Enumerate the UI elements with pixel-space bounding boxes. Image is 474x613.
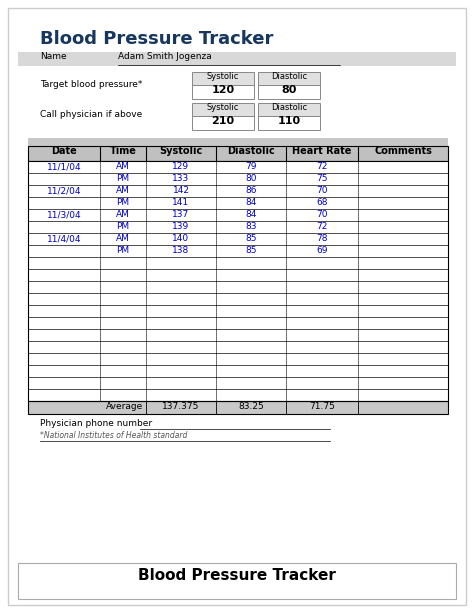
Bar <box>28 401 448 414</box>
Bar <box>28 305 448 317</box>
Text: 80: 80 <box>281 85 297 95</box>
Text: 70: 70 <box>316 210 328 219</box>
Text: PM: PM <box>117 198 129 207</box>
Text: AM: AM <box>116 162 130 171</box>
Text: Adam Smith Jogenza: Adam Smith Jogenza <box>118 52 212 61</box>
Text: 70: 70 <box>316 186 328 195</box>
Bar <box>258 85 320 99</box>
Bar <box>28 353 448 365</box>
Bar <box>28 329 448 341</box>
Text: 141: 141 <box>173 198 190 207</box>
Bar <box>28 365 448 377</box>
Text: 11/1/04: 11/1/04 <box>46 162 82 171</box>
Text: AM: AM <box>116 186 130 195</box>
Text: 83.25: 83.25 <box>238 402 264 411</box>
Text: Date: Date <box>51 146 77 156</box>
Text: Systolic: Systolic <box>207 72 239 81</box>
Text: Average: Average <box>106 402 143 411</box>
Text: *National Institutes of Health standard: *National Institutes of Health standard <box>40 431 187 440</box>
Bar <box>28 185 448 197</box>
Text: 210: 210 <box>211 116 235 126</box>
Bar <box>192 103 254 116</box>
Bar <box>18 52 456 66</box>
Text: 11/3/04: 11/3/04 <box>46 210 82 219</box>
Text: Diastolic: Diastolic <box>271 72 307 81</box>
Text: 120: 120 <box>211 85 235 95</box>
Text: PM: PM <box>117 222 129 231</box>
Bar <box>28 317 448 329</box>
Text: Comments: Comments <box>374 146 432 156</box>
Bar <box>28 341 448 353</box>
Text: Blood Pressure Tracker: Blood Pressure Tracker <box>138 568 336 583</box>
Text: 129: 129 <box>173 162 190 171</box>
Bar <box>192 116 254 130</box>
Bar <box>258 72 320 85</box>
Text: 85: 85 <box>245 234 257 243</box>
Text: 86: 86 <box>245 186 257 195</box>
Bar <box>28 197 448 209</box>
Text: Diastolic: Diastolic <box>271 103 307 112</box>
Bar <box>28 233 448 245</box>
Bar <box>28 161 448 401</box>
Bar <box>192 85 254 99</box>
Bar <box>28 221 448 233</box>
Text: PM: PM <box>117 246 129 255</box>
Text: Target blood pressure*: Target blood pressure* <box>40 80 142 89</box>
Text: 142: 142 <box>173 186 190 195</box>
Text: Call physician if above: Call physician if above <box>40 110 142 119</box>
Bar <box>258 116 320 130</box>
Text: 138: 138 <box>173 246 190 255</box>
Bar <box>28 138 448 146</box>
Text: 11/2/04: 11/2/04 <box>47 186 81 195</box>
Bar <box>28 173 448 185</box>
Text: PM: PM <box>117 174 129 183</box>
Text: 79: 79 <box>245 162 257 171</box>
Bar <box>28 293 448 305</box>
Bar <box>28 146 448 161</box>
Text: 75: 75 <box>316 174 328 183</box>
Bar <box>28 245 448 257</box>
Text: 71.75: 71.75 <box>309 402 335 411</box>
Text: Blood Pressure Tracker: Blood Pressure Tracker <box>40 30 273 48</box>
Text: 83: 83 <box>245 222 257 231</box>
Text: 72: 72 <box>316 162 328 171</box>
Text: Diastolic: Diastolic <box>227 146 275 156</box>
Text: 133: 133 <box>173 174 190 183</box>
Text: 84: 84 <box>246 198 257 207</box>
Text: Time: Time <box>109 146 137 156</box>
Text: Name: Name <box>40 52 67 61</box>
Bar <box>28 389 448 401</box>
Text: 80: 80 <box>245 174 257 183</box>
Bar <box>258 103 320 116</box>
Text: Heart Rate: Heart Rate <box>292 146 352 156</box>
Text: Systolic: Systolic <box>159 146 202 156</box>
Bar <box>18 563 456 599</box>
Text: AM: AM <box>116 234 130 243</box>
Text: 11/4/04: 11/4/04 <box>47 234 81 243</box>
Bar <box>28 257 448 269</box>
Text: 68: 68 <box>316 198 328 207</box>
Text: 69: 69 <box>316 246 328 255</box>
Text: 137.375: 137.375 <box>162 402 200 411</box>
Text: 137: 137 <box>173 210 190 219</box>
Text: 84: 84 <box>246 210 257 219</box>
Text: AM: AM <box>116 210 130 219</box>
Bar <box>28 269 448 281</box>
Bar <box>192 72 254 85</box>
Text: 139: 139 <box>173 222 190 231</box>
Text: 72: 72 <box>316 222 328 231</box>
Bar <box>28 377 448 389</box>
Text: 140: 140 <box>173 234 190 243</box>
Bar <box>28 161 448 173</box>
Text: Systolic: Systolic <box>207 103 239 112</box>
Text: 85: 85 <box>245 246 257 255</box>
Text: Physician phone number: Physician phone number <box>40 419 152 428</box>
Bar <box>28 281 448 293</box>
Bar <box>28 209 448 221</box>
Text: 110: 110 <box>277 116 301 126</box>
Text: 78: 78 <box>316 234 328 243</box>
